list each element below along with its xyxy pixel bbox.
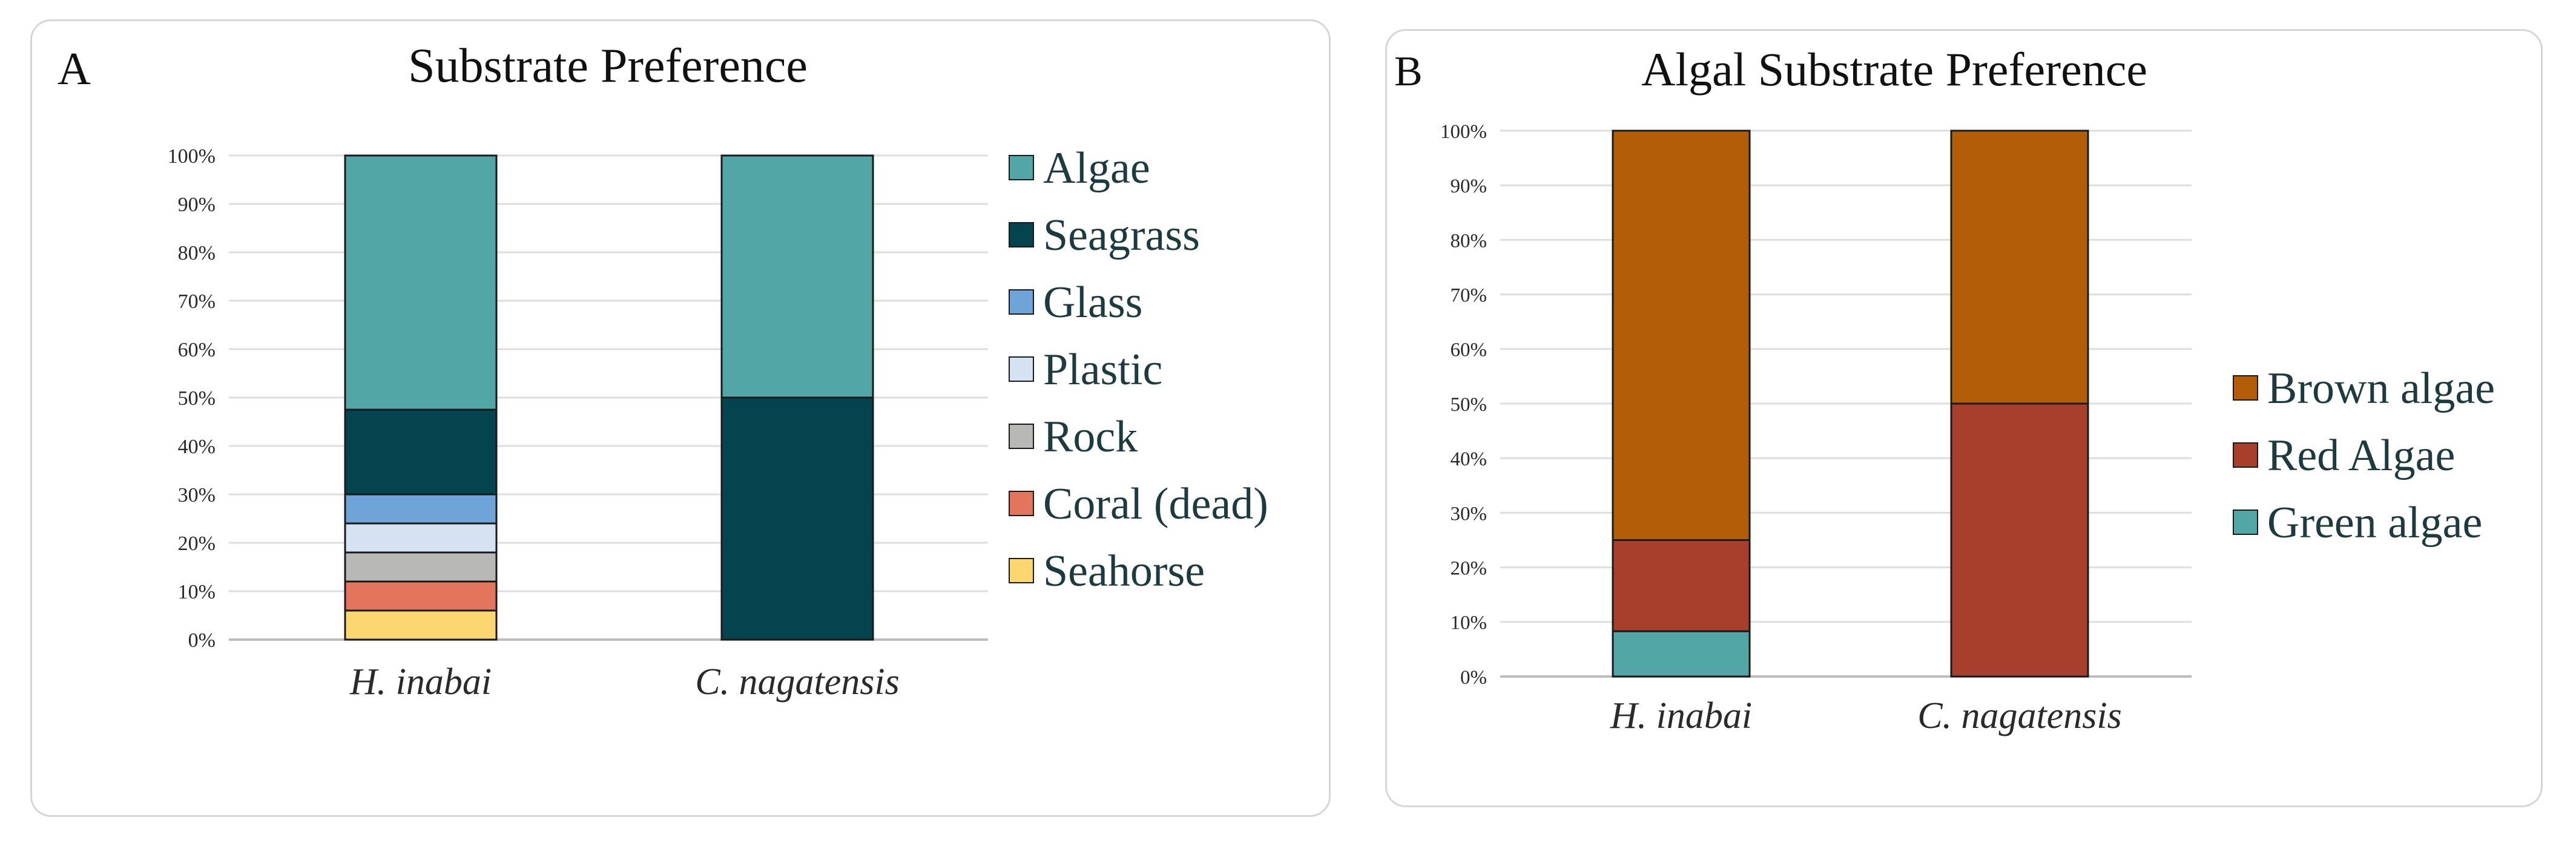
y-tick-label: 80% — [178, 242, 216, 264]
y-tick-label: 40% — [1451, 448, 1487, 470]
x-category-label: H. inabai — [1610, 695, 1752, 736]
y-tick-label: 30% — [1451, 503, 1487, 525]
chart-title: Substrate Preference — [408, 39, 808, 93]
legend-swatch-coral-dead — [1009, 491, 1034, 516]
y-tick-label: 50% — [1451, 394, 1487, 416]
chart-panel-b: B Algal Substrate Preference 0% 10% 20% 30% 40… — [1385, 29, 2543, 807]
panel-label: B — [1394, 48, 1423, 95]
legend-swatch-seagrass — [1009, 222, 1034, 247]
bar-segment-seagrass-c-nagatensis — [720, 396, 874, 641]
legend-label-rock: Rock — [1043, 412, 1138, 462]
y-tick-label: 70% — [178, 290, 216, 313]
legend-label-seahorse: Seahorse — [1043, 546, 1205, 596]
legend-label-algae: Algae — [1043, 143, 1150, 193]
legend-label-plastic: Plastic — [1043, 345, 1162, 395]
y-tick-label: 0% — [1460, 667, 1487, 689]
legend-swatch-plastic — [1009, 356, 1034, 382]
y-tick-label: 100% — [1440, 121, 1487, 143]
bar-segment-glass-h-inabai — [344, 493, 498, 525]
bar-segment-red-algae-h-inabai — [1612, 539, 1751, 632]
y-tick-label: 70% — [1451, 284, 1487, 306]
x-category-label: C. nagatensis — [1917, 695, 2122, 736]
panel-label: A — [58, 44, 91, 94]
x-category-label: C. nagatensis — [695, 661, 900, 703]
bar-segment-plastic-h-inabai — [344, 522, 498, 554]
chart-panel-a: A Substrate Preference 0% 10% 20% 30% 40% 50% 60… — [30, 19, 1331, 817]
bar-segment-green-algae-h-inabai — [1612, 630, 1751, 678]
y-tick-label: 10% — [1451, 612, 1487, 634]
y-tick-label: 10% — [178, 581, 216, 603]
bar-segment-algae-c-nagatensis — [720, 154, 874, 399]
bar-segment-red-algae-c-nagatensis — [1950, 402, 2089, 678]
y-tick-label: 50% — [178, 387, 216, 410]
legend-label-green-algae: Green algae — [2267, 498, 2482, 548]
legend-swatch-rock — [1009, 424, 1034, 449]
y-tick-label: 90% — [1451, 175, 1487, 197]
bar-segment-seagrass-h-inabai — [344, 408, 498, 496]
legend-swatch-red-algae — [2233, 442, 2258, 468]
y-tick-label: 40% — [178, 436, 216, 458]
legend-swatch-seahorse — [1009, 558, 1034, 583]
chart-title: Algal Substrate Preference — [1641, 43, 2147, 96]
y-tick-label: 20% — [178, 532, 216, 555]
y-tick-label: 0% — [188, 629, 216, 652]
legend-swatch-green-algae — [2233, 510, 2258, 535]
y-tick-label: 30% — [178, 484, 216, 506]
legend-label-coral-dead: Coral (dead) — [1043, 479, 1268, 529]
x-category-label: H. inabai — [349, 661, 492, 703]
y-tick-label: 60% — [178, 339, 216, 361]
legend-label-brown-algae: Brown algae — [2267, 364, 2495, 413]
substrate-preference-chart: A Substrate Preference 0% 10% 20% 30% 40% 50% 60… — [58, 39, 1268, 703]
bar-segment-brown-algae-c-nagatensis — [1950, 129, 2089, 405]
y-tick-label: 20% — [1451, 557, 1487, 579]
algal-substrate-preference-chart: B Algal Substrate Preference 0% 10% 20% 30% 40… — [1394, 43, 2495, 736]
legend-swatch-brown-algae — [2233, 375, 2258, 401]
legend-label-glass: Glass — [1043, 278, 1142, 327]
bar-segment-seahorse-h-inabai — [344, 609, 498, 641]
y-tick-label: 80% — [1451, 230, 1487, 252]
bar-segment-coral-dead-h-inabai — [344, 580, 498, 612]
y-tick-label: 90% — [178, 194, 216, 216]
legend-swatch-glass — [1009, 289, 1034, 315]
bar-segment-rock-h-inabai — [344, 551, 498, 583]
legend-swatch-algae — [1009, 155, 1034, 180]
bar-segment-brown-algae-h-inabai — [1612, 129, 1751, 541]
legend-label-seagrass: Seagrass — [1043, 211, 1200, 260]
legend-label-red-algae: Red Algae — [2267, 431, 2455, 480]
bar-segment-algae-h-inabai — [344, 154, 498, 411]
y-tick-label: 100% — [168, 145, 216, 168]
y-tick-label: 60% — [1451, 339, 1487, 361]
